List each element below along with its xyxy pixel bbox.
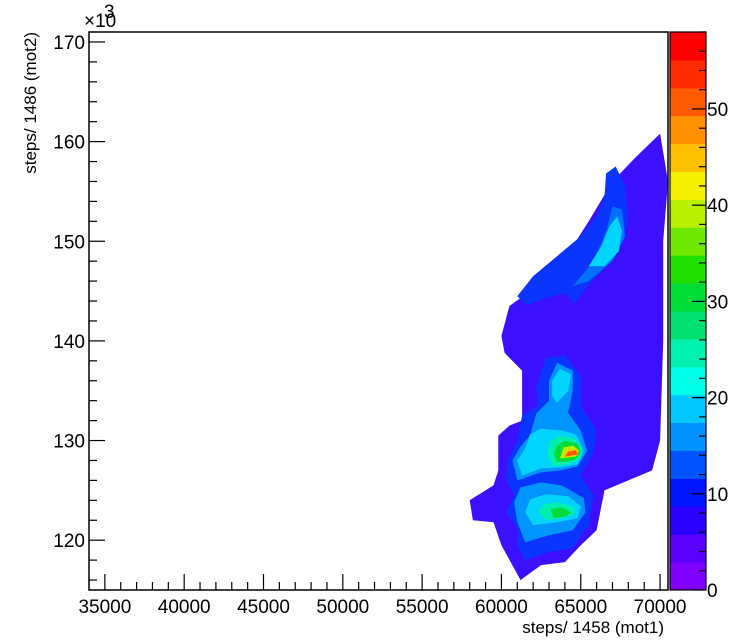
colorbar-tick-label: 20: [707, 389, 728, 410]
x-tick-label: 40000: [158, 597, 211, 618]
contour-region-9: [588, 216, 622, 267]
colorbar-band: [670, 338, 706, 368]
y-exponent-power: 3: [104, 2, 115, 23]
contour-region-16: [564, 450, 578, 457]
x-axis-ticks: 35000 40000 45000 50000 55000 60000 65000 70000: [78, 574, 686, 618]
colorbar-band: [670, 115, 706, 145]
colorbar-tick-label: 10: [707, 485, 728, 506]
colorbar-band: [670, 506, 706, 535]
plot-frame: [88, 31, 669, 591]
x-tick-label: 45000: [237, 597, 290, 618]
colorbar-frame: [669, 31, 707, 591]
x-tick-label: 50000: [316, 597, 369, 618]
axes: [88, 31, 669, 591]
colorbar-band: [670, 478, 706, 507]
colorbar-band: [670, 366, 706, 396]
x-tick-label: 70000: [634, 597, 687, 618]
colorbar-band: [670, 255, 706, 284]
colorbar-band: [670, 311, 706, 340]
contour-fills: [469, 133, 668, 580]
colorbar-band: [670, 562, 706, 591]
y-axis-ticks: 120 130 140 150 160 170: [53, 33, 105, 581]
colorbar-tick-label: 50: [707, 100, 728, 121]
x-tick-label: 65000: [554, 597, 607, 618]
y-tick-label: 130: [53, 432, 85, 453]
x-tick-label: 55000: [396, 597, 449, 618]
colorbar-band: [670, 32, 706, 61]
colorbar-band: [670, 394, 706, 424]
colorbar-tick-label: 0: [707, 581, 718, 602]
colorbar-band: [670, 283, 706, 312]
contour-region-12: [550, 507, 572, 519]
y-exponent: ×10 3: [84, 2, 116, 32]
colorbar-band: [670, 199, 706, 228]
y-axis-title: steps/ 1486 (mot2): [21, 32, 40, 174]
colorbar-band: [670, 534, 706, 563]
y-tick-label: 160: [53, 133, 85, 154]
contour-region-8: [552, 368, 572, 403]
colorbar-band: [670, 227, 706, 256]
y-tick-label: 140: [53, 332, 85, 353]
colorbar-band: [670, 422, 706, 451]
colorbar-band: [670, 59, 706, 89]
y-tick-label: 170: [53, 33, 85, 54]
colorbar-band: [670, 87, 706, 117]
colorbar-tick-label: 30: [707, 292, 728, 313]
colorbar: 0 10 20 30 40 50: [669, 31, 728, 602]
y-tick-label: 120: [53, 531, 85, 552]
y-exponent-base: ×10: [84, 11, 116, 32]
x-tick-label: 60000: [475, 597, 528, 618]
y-tick-label: 150: [53, 232, 85, 253]
x-tick-label: 35000: [78, 597, 131, 618]
x-axis-title: steps/ 1458 (mot1): [522, 618, 664, 637]
colorbar-tick-label: 40: [707, 196, 728, 217]
